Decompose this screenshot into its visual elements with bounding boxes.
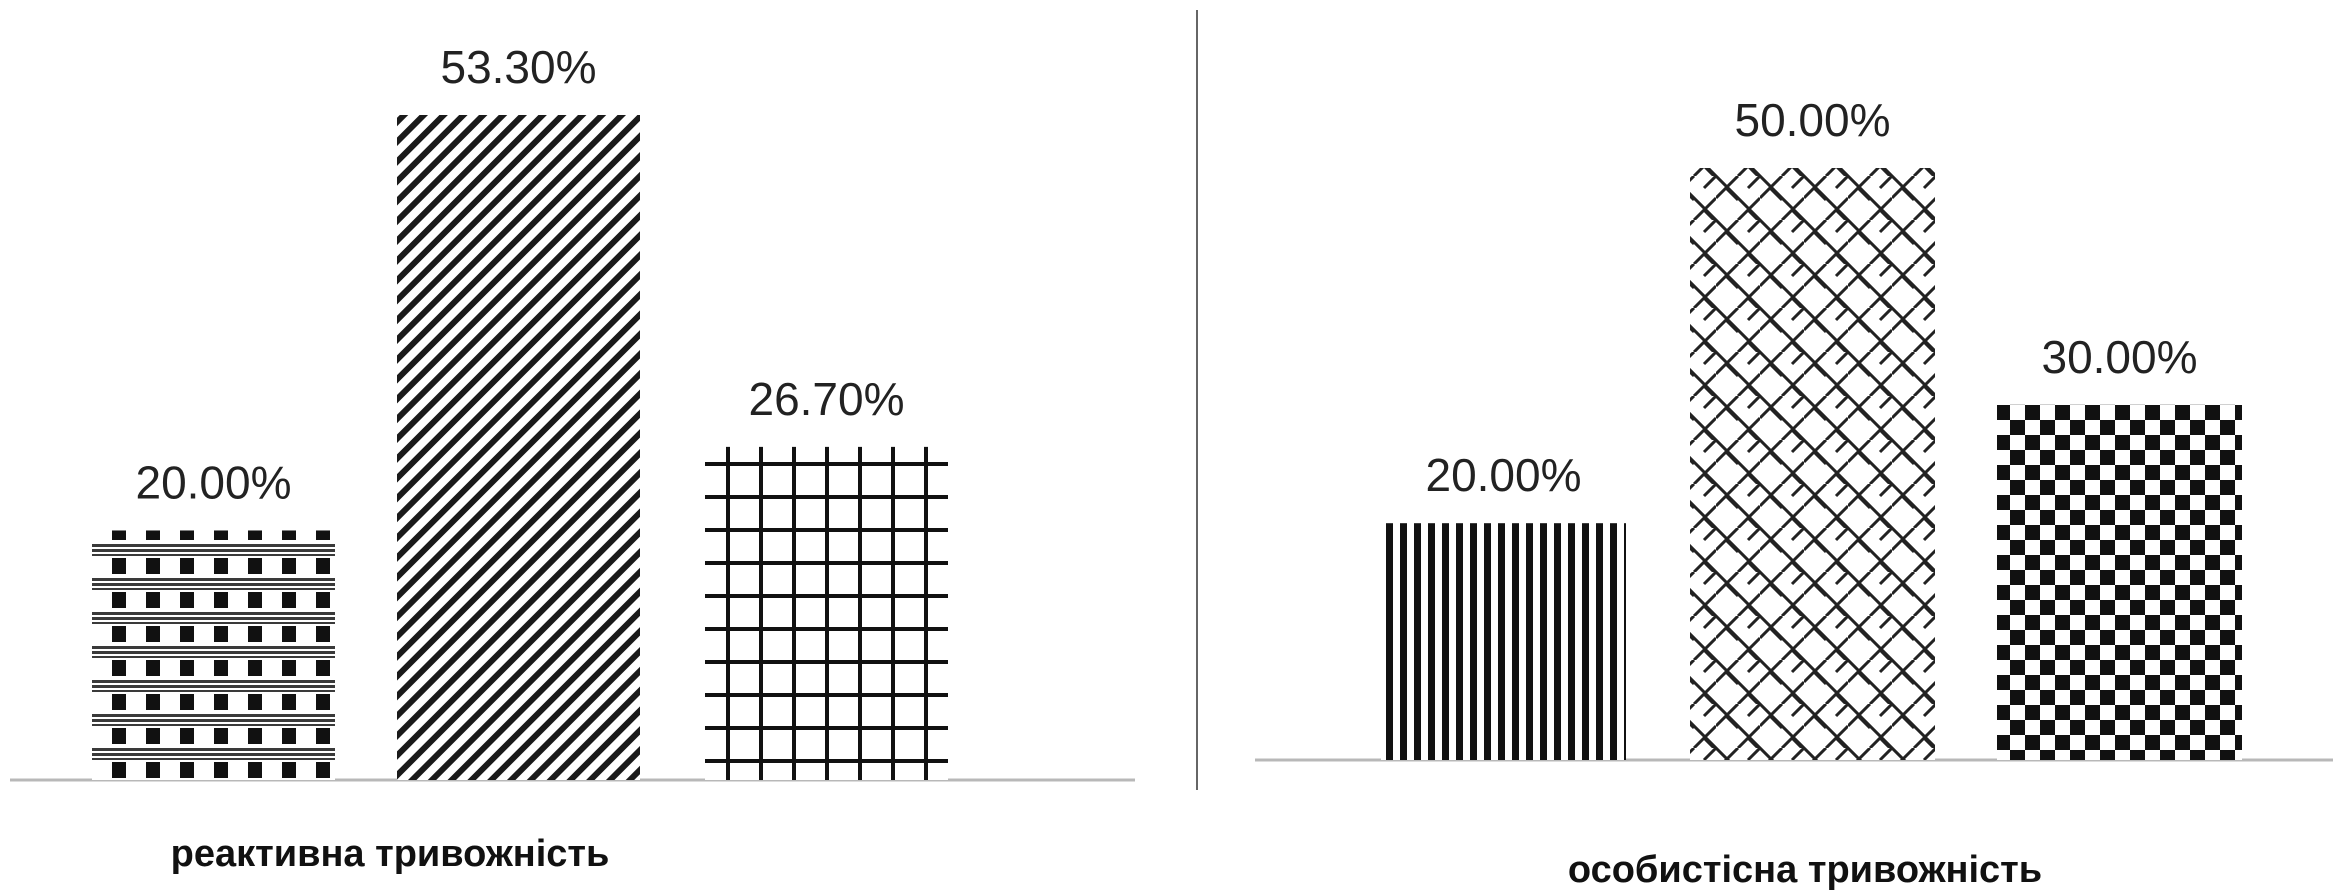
bar-2: [397, 115, 640, 780]
chart-reactive-anxiety: реактивна тривожність 20.00% 53.30% 26.70%: [10, 41, 1135, 875]
bar-value-label: 20.00%: [135, 456, 291, 508]
bar-value-label: 50.00%: [1734, 94, 1890, 146]
bar-value-label: 20.00%: [1425, 449, 1581, 501]
bar-1: [1381, 523, 1626, 760]
bar-value-label: 53.30%: [440, 41, 596, 93]
bar-value-label: 30.00%: [2041, 331, 2197, 383]
bar-value-label: 26.70%: [748, 373, 904, 425]
bar-3: [1997, 404, 2242, 760]
chart-personal-anxiety: особистісна тривожність 20.00% 50.00% 30.0…: [1255, 94, 2333, 890]
bar-1: [92, 530, 335, 780]
bar-2: [1690, 168, 1935, 760]
bar-3: [705, 446, 948, 780]
chart-caption: особистісна тривожність: [1568, 849, 2042, 890]
chart-caption: реактивна тривожність: [171, 833, 610, 875]
